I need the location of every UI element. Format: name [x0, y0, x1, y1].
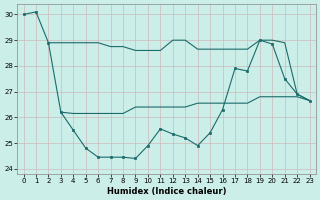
X-axis label: Humidex (Indice chaleur): Humidex (Indice chaleur): [107, 187, 226, 196]
